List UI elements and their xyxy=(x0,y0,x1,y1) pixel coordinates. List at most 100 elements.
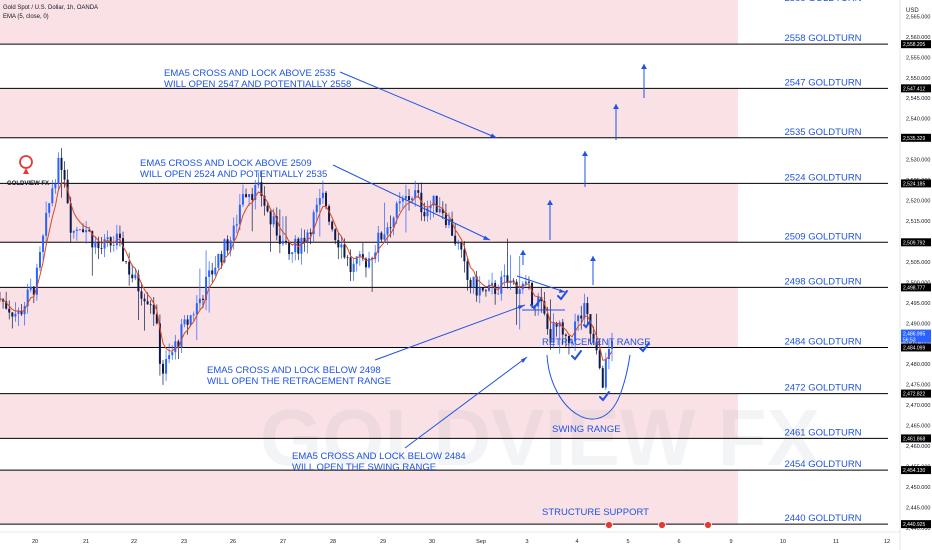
candle-body-171 xyxy=(524,281,527,284)
candle-body-111 xyxy=(340,244,343,248)
candle-body-34 xyxy=(103,239,106,249)
check-6 xyxy=(583,320,591,329)
arrow-2484-note xyxy=(404,356,528,449)
time-tick-4: 26 xyxy=(230,539,236,545)
candle-body-89 xyxy=(272,216,275,225)
candle-body-14 xyxy=(42,235,45,252)
candles-layer xyxy=(0,148,613,391)
time-axis: 20 21 22 23 26 27 28 29 30 Sep 3 4 5 6 9 10 11 12 xyxy=(0,531,900,545)
candle-body-120 xyxy=(368,258,371,268)
candle-body-52 xyxy=(158,323,161,364)
arrowhead-10 xyxy=(641,64,647,69)
price-tick-22: 2,550.000 xyxy=(906,76,930,82)
ema-legend: EMA (5, close, 0) xyxy=(3,14,49,20)
candle-body-27 xyxy=(82,229,85,233)
candle-body-154 xyxy=(472,276,475,288)
candle-body-129 xyxy=(395,203,398,218)
candle-body-66 xyxy=(201,298,204,300)
price-tick-2: 2,450.000 xyxy=(906,485,930,491)
candle-body-29 xyxy=(88,230,91,232)
level-tag-4: 2,524.185 xyxy=(903,181,925,187)
candle-body-31 xyxy=(94,241,97,248)
candle-body-33 xyxy=(100,248,103,249)
candle-body-164 xyxy=(503,275,506,277)
candle-body-103 xyxy=(315,204,318,213)
candle-body-6 xyxy=(17,310,20,314)
time-tick-12: 5 xyxy=(626,539,629,545)
candle-body-197 xyxy=(604,359,607,388)
price-tick-13: 2,505.000 xyxy=(906,260,930,266)
candle-body-22 xyxy=(66,179,69,204)
level-label-10: 2454 GOLDTURN xyxy=(784,459,861,470)
arrow-small-1 xyxy=(516,275,566,293)
note-2484-line1: EMA5 CROSS AND LOCK BELOW 2484 xyxy=(292,451,466,462)
note-2509-line1: EMA5 CROSS AND LOCK ABOVE 2509 xyxy=(140,158,312,169)
level-tag-7: 2,484.099 xyxy=(903,345,925,351)
candle-body-90 xyxy=(275,216,278,236)
candle-body-53 xyxy=(161,363,164,374)
candle-body-104 xyxy=(318,198,321,205)
candle-body-16 xyxy=(48,203,51,213)
level-tag-2: 2,547.412 xyxy=(903,86,925,92)
candle-body-43 xyxy=(131,274,134,279)
arrowhead-9 xyxy=(613,104,619,109)
candle-body-60 xyxy=(183,319,186,325)
candle-body-76 xyxy=(232,225,235,241)
time-tick-17: 12 xyxy=(884,539,890,545)
candle-body-71 xyxy=(217,253,220,268)
candle-body-139 xyxy=(426,208,429,217)
price-tick-15: 2,515.000 xyxy=(906,219,930,225)
candle-body-110 xyxy=(337,240,340,248)
time-tick-7: 29 xyxy=(380,539,386,545)
candle-body-107 xyxy=(328,206,331,222)
candle-body-102 xyxy=(312,212,315,235)
candle-body-72 xyxy=(220,253,223,263)
candle-body-68 xyxy=(208,270,211,277)
level-tag-bg-3 xyxy=(901,133,931,142)
arrowhead-5 xyxy=(520,250,526,255)
candle-body-94 xyxy=(288,242,291,255)
candle-body-123 xyxy=(377,232,380,253)
candle-body-165 xyxy=(506,275,509,283)
price-tick-5: 2,465.000 xyxy=(906,424,930,430)
time-tick-3: 23 xyxy=(181,539,187,545)
note-2498-line2: WILL OPEN THE RETRACEMENT RANGE xyxy=(207,376,391,387)
price-tick-23: 2,555.000 xyxy=(906,55,930,61)
candle-body-180 xyxy=(552,323,555,343)
level-tag-5: 2,509.792 xyxy=(903,240,925,246)
price-tick-25: 2,565.000 xyxy=(906,14,930,20)
candle-body-136 xyxy=(417,190,420,193)
candle-body-190 xyxy=(583,303,586,319)
candle-body-125 xyxy=(383,234,386,240)
arrowhead-6 xyxy=(547,200,553,205)
candle-body-51 xyxy=(155,314,158,324)
candle-body-148 xyxy=(454,235,457,244)
candle-body-101 xyxy=(309,232,312,235)
currency-label: USD xyxy=(906,8,919,14)
candle-body-98 xyxy=(300,237,303,254)
arrow-heads xyxy=(483,64,647,363)
candle-body-146 xyxy=(448,219,451,226)
candle-body-137 xyxy=(420,192,423,213)
candle-body-35 xyxy=(106,237,109,240)
level-tag-bg-10 xyxy=(901,466,931,475)
candle-body-85 xyxy=(260,182,263,196)
level-tag-bg-6 xyxy=(901,283,931,292)
ema-line xyxy=(0,181,613,361)
candle-body-152 xyxy=(466,261,469,280)
candle-body-9 xyxy=(26,289,29,307)
candle-body-47 xyxy=(143,298,146,302)
time-tick-8: 30 xyxy=(429,539,435,545)
zones-layer xyxy=(0,0,738,525)
note-2535-line1: EMA5 CROSS AND LOCK ABOVE 2535 xyxy=(164,68,336,79)
candle-body-18 xyxy=(54,183,57,189)
goldview-logo: GOLDVIEW FX xyxy=(7,155,49,187)
watermark-layer: GOLDVIEW FX xyxy=(260,393,820,482)
price-axis: 2,440.0002,445.0002,450.0002,455.0002,46… xyxy=(899,0,931,550)
candle-body-50 xyxy=(152,304,155,315)
candle-body-142 xyxy=(435,195,438,213)
level-tag-bg-4 xyxy=(901,179,931,188)
candle-body-67 xyxy=(205,276,208,300)
candle-body-132 xyxy=(404,196,407,199)
